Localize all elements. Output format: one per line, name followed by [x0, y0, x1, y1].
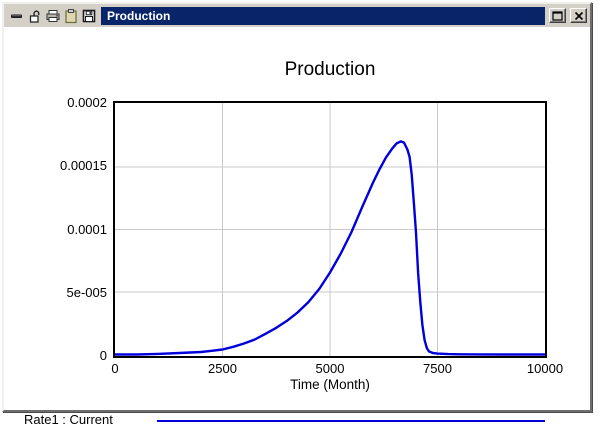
y-tick-label: 5e-005: [66, 284, 107, 300]
y-tick-label: 0.0002: [67, 95, 107, 110]
production-chart-window: Production Production 0.0002 0.00015 0.0…: [2, 2, 592, 427]
legend-line-swatch: [157, 420, 545, 422]
x-tick-label: 2500: [208, 361, 237, 376]
clipboard-icon[interactable]: [62, 7, 79, 24]
save-icon[interactable]: [80, 7, 97, 24]
maximize-button[interactable]: [549, 8, 566, 23]
x-tick-label: 0: [111, 361, 119, 376]
x-tick-label: 7500: [423, 361, 452, 376]
x-tick-label: 5000: [315, 361, 345, 376]
shrink-bar-icon[interactable]: [8, 7, 25, 24]
lock-icon[interactable]: [26, 7, 43, 24]
chart-title: Production: [284, 59, 376, 80]
close-icon: [574, 11, 583, 20]
y-tick-label: 0: [99, 348, 107, 363]
y-tick-label: 0.0001: [67, 221, 107, 237]
close-button[interactable]: [570, 8, 587, 23]
maximize-icon: [552, 10, 563, 21]
y-tick-label: 0.00015: [60, 158, 107, 173]
legend: Rate1 : Current: [4, 412, 590, 430]
plot-canvas[interactable]: [113, 101, 547, 358]
legend-series-label[interactable]: Rate1 : Current: [24, 412, 113, 427]
print-icon[interactable]: [44, 7, 61, 24]
window-title[interactable]: Production: [101, 6, 545, 25]
x-axis-label: Time (Month): [290, 377, 370, 392]
chart-area: Production 0.0002 0.00015 0.0001 5e-005 …: [4, 27, 590, 427]
window-toolbar: Production: [4, 4, 590, 27]
x-tick-label: 10000: [526, 361, 564, 376]
